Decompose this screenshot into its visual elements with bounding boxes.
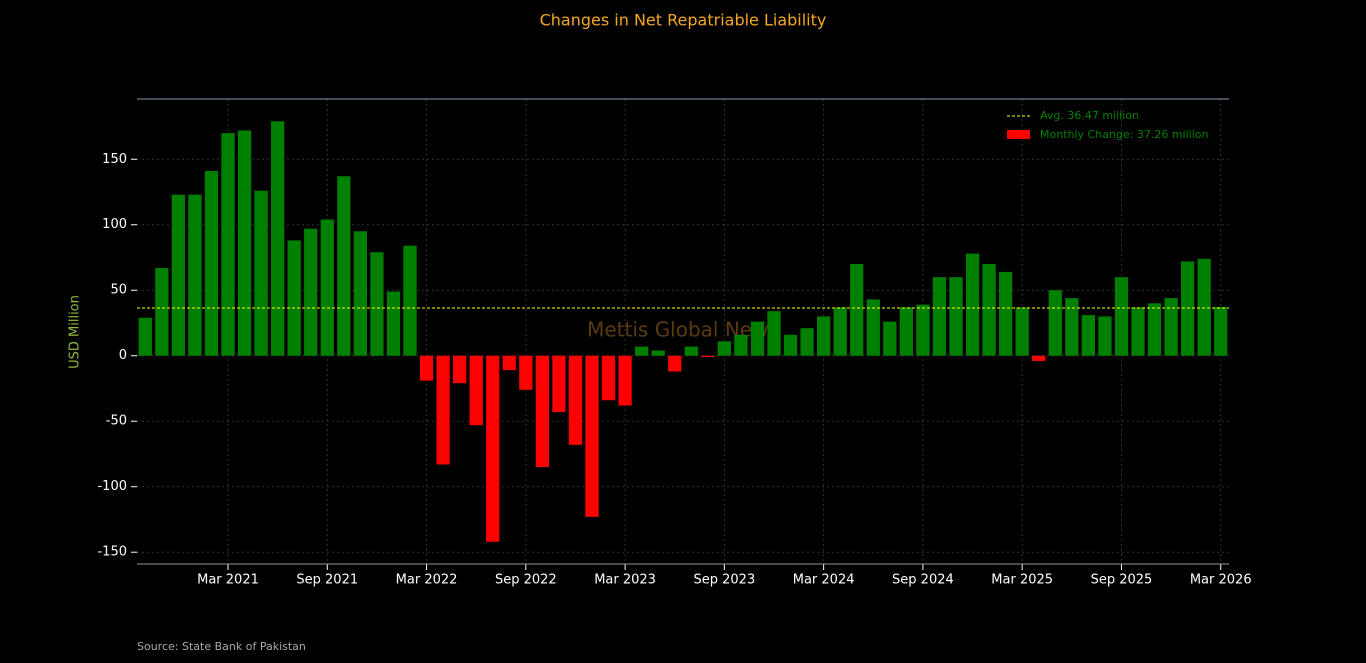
bar	[982, 264, 996, 356]
legend-label: Monthly Change: 37.26 million	[1040, 128, 1209, 141]
bar	[138, 317, 152, 356]
x-tick-label: Mar 2026	[1190, 573, 1252, 588]
bar	[668, 355, 682, 372]
bar	[436, 355, 450, 465]
bar	[552, 355, 566, 413]
bar	[916, 304, 930, 356]
bar	[519, 355, 533, 390]
y-tick-label: -100	[97, 479, 127, 494]
bar	[1131, 307, 1145, 356]
bar	[635, 346, 649, 356]
bar	[734, 334, 748, 356]
bar	[155, 267, 169, 356]
x-tick-label: Mar 2022	[396, 573, 458, 588]
bar	[999, 271, 1013, 356]
bar	[1048, 290, 1062, 356]
bar	[1098, 316, 1112, 356]
bar	[304, 228, 318, 356]
bar	[1081, 315, 1095, 356]
bar	[337, 176, 351, 356]
bar	[932, 277, 947, 356]
bar	[750, 321, 765, 356]
bar	[386, 291, 401, 356]
bar	[833, 307, 847, 356]
y-tick-label: 150	[102, 152, 127, 167]
bar	[1065, 298, 1079, 356]
bar	[949, 277, 963, 356]
bar	[783, 334, 798, 356]
bar	[237, 130, 252, 356]
bar	[453, 355, 467, 384]
x-tick-label: Mar 2025	[991, 573, 1053, 588]
bar	[254, 190, 268, 356]
bar	[188, 194, 202, 356]
bar	[1197, 258, 1211, 356]
bar	[866, 299, 880, 356]
bar	[899, 307, 913, 356]
bar	[817, 316, 831, 356]
bar	[585, 355, 599, 517]
y-axis-label: USD Million	[68, 295, 83, 369]
bar	[1114, 277, 1129, 356]
x-tick-label: Mar 2023	[594, 573, 656, 588]
bar	[204, 171, 219, 356]
bar	[717, 341, 731, 356]
bar	[883, 321, 897, 356]
bar	[535, 355, 549, 468]
bar	[1015, 307, 1029, 356]
bar	[767, 311, 781, 356]
bar	[850, 264, 864, 356]
bar	[502, 355, 516, 371]
legend-swatch	[1007, 130, 1030, 139]
bar	[370, 252, 384, 356]
bar	[1214, 306, 1228, 356]
x-tick-label: Sep 2024	[892, 573, 954, 588]
bar	[271, 121, 285, 356]
bar	[1147, 303, 1162, 356]
bar	[486, 355, 500, 542]
x-tick-label: Mar 2021	[197, 573, 259, 588]
bar	[221, 133, 235, 356]
bar	[1181, 261, 1195, 356]
y-tick-label: -50	[106, 414, 127, 429]
bar	[320, 219, 334, 356]
y-tick-label: 50	[110, 283, 127, 298]
bar	[171, 194, 185, 356]
watermark: Mettis Global News	[587, 318, 779, 342]
source-note: Source: State Bank of Pakistan	[137, 640, 306, 653]
bar	[403, 245, 417, 356]
x-tick-label: Sep 2025	[1091, 573, 1153, 588]
bar	[800, 328, 814, 356]
bar	[469, 355, 483, 426]
bar	[419, 355, 434, 381]
bar	[568, 355, 583, 445]
chart-title: Changes in Net Repatriable Liability	[540, 11, 827, 30]
bar	[651, 350, 665, 356]
bar	[287, 240, 301, 356]
bar	[618, 355, 632, 406]
bar	[601, 355, 616, 401]
bar	[701, 355, 715, 358]
bar	[684, 346, 698, 356]
bar	[353, 231, 367, 356]
x-tick-label: Sep 2023	[694, 573, 756, 588]
bar	[1164, 298, 1178, 356]
bar	[965, 253, 980, 356]
y-tick-label: 0	[119, 348, 127, 363]
x-tick-label: Mar 2024	[793, 573, 855, 588]
x-tick-label: Sep 2021	[296, 573, 358, 588]
bar	[1032, 355, 1046, 361]
x-tick-label: Sep 2022	[495, 573, 557, 588]
legend-label: Avg. 36.47 million	[1040, 109, 1139, 122]
y-tick-label: 100	[102, 217, 127, 232]
y-tick-label: -150	[97, 545, 127, 560]
